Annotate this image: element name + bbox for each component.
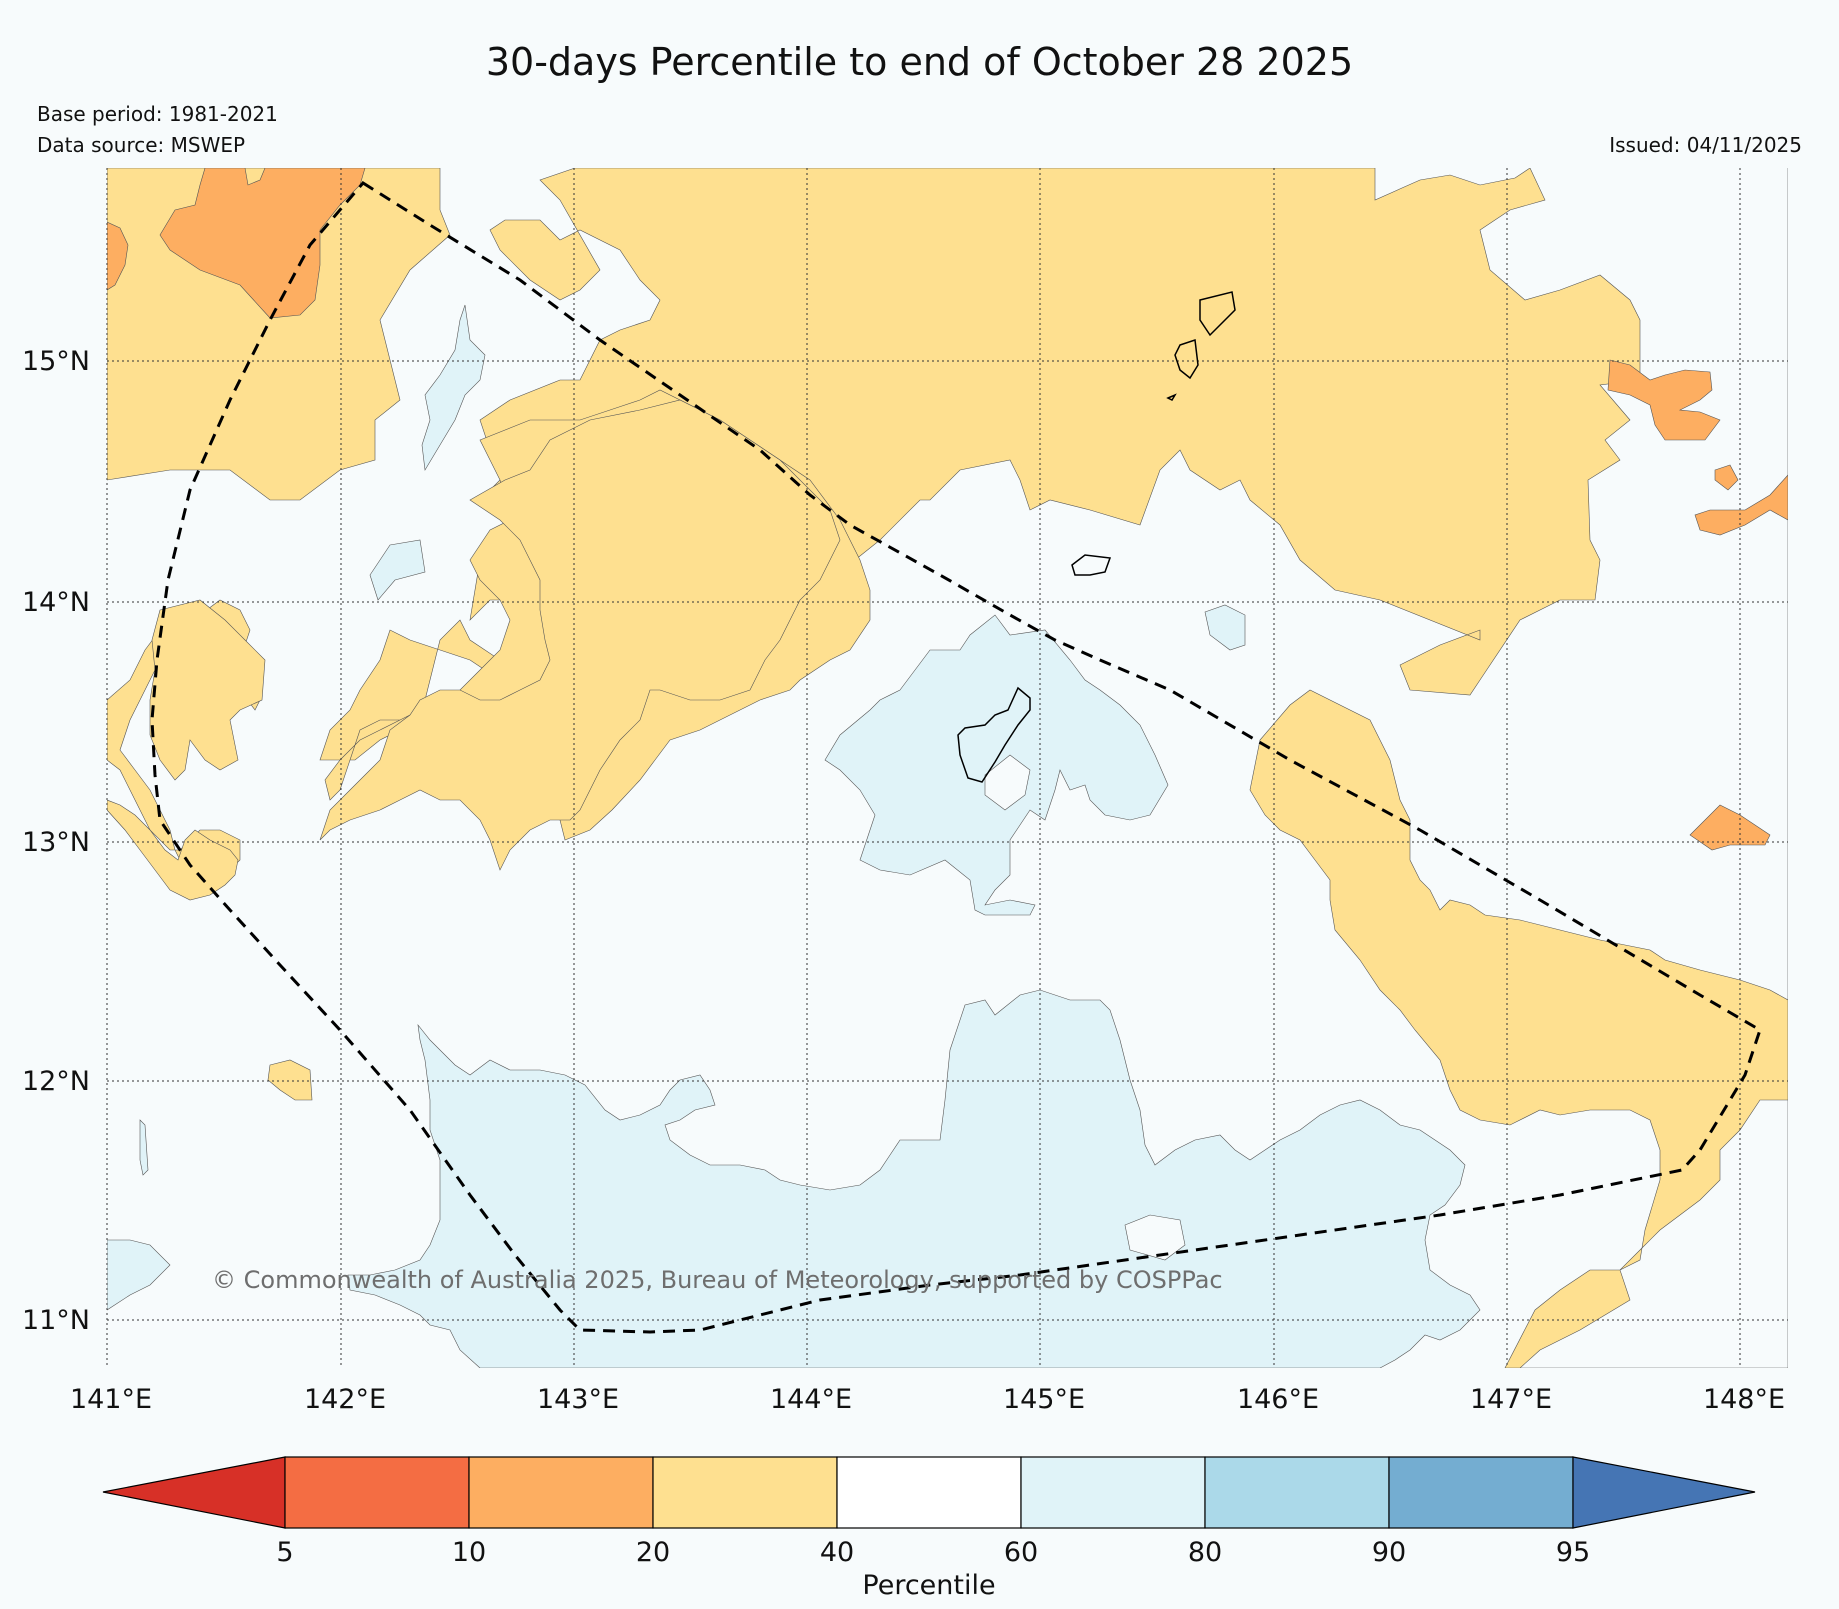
- lon-label-144: 144°E: [770, 1384, 852, 1415]
- colorbar-tick-95: 95: [1556, 1537, 1590, 1568]
- lat-label-12: 12°N: [22, 1066, 90, 1097]
- colorbar-extend-low: [102, 1456, 286, 1529]
- lon-label-142: 142°E: [304, 1384, 386, 1415]
- colorbar-bin-90-95: [1388, 1456, 1574, 1529]
- lon-label-141: 141°E: [70, 1384, 152, 1415]
- percentile-fills: [107, 168, 1788, 1368]
- very-dry-region-east-2: [1714, 464, 1739, 491]
- lat-label-13: 13°N: [22, 827, 90, 858]
- dry-hole-2: [984, 754, 1031, 811]
- colorbar-tick-80: 80: [1188, 1537, 1222, 1568]
- colorbar-bin-60-80: [1020, 1456, 1206, 1529]
- dry-region-southwest-spot: [267, 1059, 313, 1101]
- wet-region-central-island: [824, 614, 1169, 916]
- island-guam: [957, 686, 1031, 783]
- colorbar-extend-high: [1572, 1456, 1756, 1529]
- very-dry-region-east-1: [1607, 359, 1721, 441]
- wet-region-north: [421, 304, 486, 471]
- islands: [957, 291, 1236, 783]
- wet-region-west-sliver: [139, 1119, 149, 1176]
- copyright-text: © Commonwealth of Australia 2025, Bureau…: [212, 1266, 1223, 1294]
- colorbar-bin-10-20: [468, 1456, 654, 1529]
- colorbar-bin-40-60: [836, 1456, 1022, 1529]
- colorbar-bin-5-10: [284, 1456, 470, 1529]
- issued-date: Issued: 04/11/2025: [1609, 133, 1802, 157]
- colorbar-tick-5: 5: [276, 1537, 293, 1568]
- gridlines: [106, 168, 1788, 1368]
- very-dry-region-northwest: [159, 168, 366, 319]
- colorbar-tick-20: 20: [636, 1537, 670, 1568]
- island-saipan: [1199, 291, 1236, 337]
- very-dry-region-east-3: [1694, 474, 1788, 536]
- lon-label-143: 143°E: [537, 1384, 619, 1415]
- lon-label-148: 148°E: [1703, 1384, 1785, 1415]
- data-source: Data source: MSWEP: [37, 133, 246, 157]
- lon-label-147: 147°E: [1470, 1384, 1552, 1415]
- dry-hole-1: [1124, 1214, 1186, 1261]
- colorbar: [102, 1456, 1756, 1529]
- eez-boundary: [150, 181, 1762, 1334]
- dry-region-central-block: [319, 399, 841, 871]
- longitude-labels: 141°E 142°E 143°E 144°E 145°E 146°E 147°…: [70, 1384, 1785, 1415]
- wet-region-northwest-small: [369, 539, 426, 601]
- wet-region-southwest: [107, 1239, 171, 1311]
- colorbar-bin-20-40: [652, 1456, 838, 1529]
- map-title: 30-days Percentile to end of October 28 …: [485, 40, 1354, 84]
- very-dry-region-east-4: [1689, 804, 1771, 851]
- colorbar-tick-60: 60: [1004, 1537, 1038, 1568]
- colorbar-bin-80-90: [1204, 1456, 1390, 1529]
- colorbar-tick-90: 90: [1372, 1537, 1406, 1568]
- island-rota: [1071, 554, 1112, 576]
- colorbar-tick-40: 40: [820, 1537, 854, 1568]
- lat-label-15: 15°N: [22, 346, 90, 377]
- island-tinian: [1174, 338, 1199, 380]
- base-period: Base period: 1981-2021: [37, 102, 278, 126]
- lat-label-11: 11°N: [22, 1305, 90, 1336]
- colorbar-ticks: 5 10 20 40 60 80 90 95: [276, 1537, 1590, 1568]
- lon-label-145: 145°E: [1003, 1384, 1085, 1415]
- very-dry-region-northwest-edge: [107, 221, 129, 291]
- dry-region-east: [1249, 168, 1788, 1368]
- colorbar-tick-10: 10: [452, 1537, 486, 1568]
- dry-region-west-lobe: [149, 599, 266, 781]
- dry-region-southwest-coast: [107, 799, 239, 901]
- lat-label-14: 14°N: [22, 587, 90, 618]
- lon-label-146: 146°E: [1237, 1384, 1319, 1415]
- colorbar-label: Percentile: [862, 1570, 995, 1601]
- wet-region-south: [347, 989, 1481, 1368]
- wet-region-northeast-spot: [1204, 604, 1246, 651]
- island-aguijan: [1166, 393, 1177, 401]
- latitude-labels: 15°N 14°N 13°N 12°N 11°N: [22, 346, 90, 1336]
